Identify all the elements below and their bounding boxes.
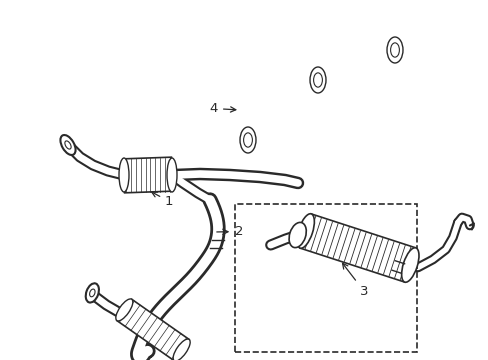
Ellipse shape — [119, 158, 129, 192]
Text: 1: 1 — [151, 192, 173, 208]
Ellipse shape — [85, 283, 99, 302]
Text: 3: 3 — [342, 263, 368, 298]
Ellipse shape — [240, 127, 256, 153]
Ellipse shape — [386, 37, 402, 63]
Ellipse shape — [61, 135, 76, 155]
Polygon shape — [123, 157, 172, 193]
Ellipse shape — [296, 214, 314, 248]
Polygon shape — [117, 299, 189, 360]
Ellipse shape — [401, 248, 418, 282]
Ellipse shape — [116, 299, 133, 321]
Text: 2: 2 — [216, 225, 243, 238]
Ellipse shape — [173, 339, 190, 360]
Ellipse shape — [288, 222, 305, 248]
Bar — [235, 204, 416, 352]
Ellipse shape — [309, 67, 325, 93]
Text: 4: 4 — [209, 102, 235, 115]
Ellipse shape — [167, 158, 177, 192]
Polygon shape — [300, 214, 415, 282]
